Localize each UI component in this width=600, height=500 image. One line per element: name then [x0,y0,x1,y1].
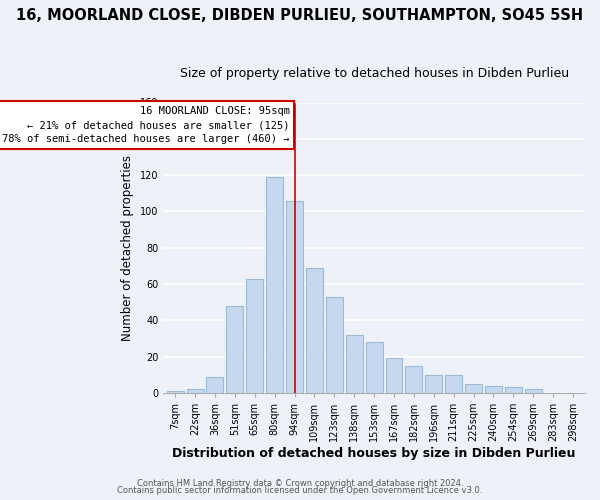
Bar [226,306,243,393]
Bar [485,386,502,393]
Bar [266,177,283,393]
Bar [286,200,303,393]
Text: Contains HM Land Registry data © Crown copyright and database right 2024.: Contains HM Land Registry data © Crown c… [137,478,463,488]
Bar [306,268,323,393]
Bar [386,358,403,393]
Bar [187,390,203,393]
Bar [326,296,343,393]
Bar [206,376,223,393]
Bar [425,375,442,393]
Bar [505,388,522,393]
Y-axis label: Number of detached properties: Number of detached properties [121,154,134,340]
Bar [445,375,462,393]
X-axis label: Distribution of detached houses by size in Dibden Purlieu: Distribution of detached houses by size … [172,447,576,460]
Bar [465,384,482,393]
Bar [167,391,184,393]
Bar [365,342,383,393]
Text: 16 MOORLAND CLOSE: 95sqm
← 21% of detached houses are smaller (125)
78% of semi-: 16 MOORLAND CLOSE: 95sqm ← 21% of detach… [2,106,290,144]
Title: Size of property relative to detached houses in Dibden Purlieu: Size of property relative to detached ho… [179,68,569,80]
Bar [525,390,542,393]
Text: 16, MOORLAND CLOSE, DIBDEN PURLIEU, SOUTHAMPTON, SO45 5SH: 16, MOORLAND CLOSE, DIBDEN PURLIEU, SOUT… [16,8,584,22]
Text: Contains public sector information licensed under the Open Government Licence v3: Contains public sector information licen… [118,486,482,495]
Bar [406,366,422,393]
Bar [246,278,263,393]
Bar [346,335,362,393]
